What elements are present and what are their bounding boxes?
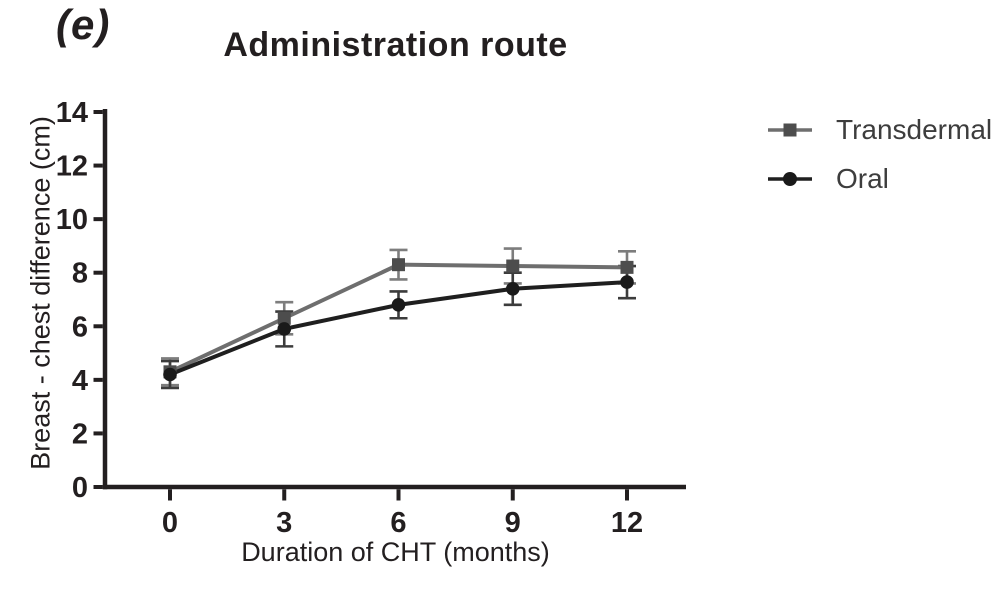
x-tick-label: 12 <box>611 507 643 539</box>
circle-marker <box>163 367 177 382</box>
x-tick-label: 9 <box>505 507 521 539</box>
circle-marker <box>620 275 634 289</box>
legend-marker-square-icon <box>768 123 812 137</box>
legend-item-transdermal: Transdermal <box>768 114 993 145</box>
x-ticks: 0 3 6 9 12 <box>162 489 643 539</box>
chart-title: Administration route <box>223 26 568 64</box>
square-marker <box>620 260 634 274</box>
y-tick-label: 12 <box>56 151 88 183</box>
legend-label-transdermal: Transdermal <box>836 114 993 145</box>
legend-marker-circle-icon <box>768 172 812 186</box>
square-marker <box>277 311 291 325</box>
circle-marker <box>505 281 520 296</box>
y-tick-label: 4 <box>72 365 88 397</box>
x-tick-label: 6 <box>390 507 406 539</box>
y-tick-label: 8 <box>72 258 88 290</box>
panel-label: (e) <box>56 1 111 48</box>
circle-marker <box>277 322 292 336</box>
legend-circle-marker <box>783 172 797 186</box>
x-axis-label: Duration of CHT (months) <box>241 537 550 567</box>
y-tick-label: 0 <box>72 472 88 504</box>
y-tick-label: 6 <box>72 311 88 343</box>
x-tick-label: 3 <box>276 507 292 539</box>
y-tick-label: 14 <box>56 97 88 129</box>
y-tick-label: 10 <box>56 204 88 236</box>
circle-marker <box>391 298 406 312</box>
square-marker <box>392 258 405 272</box>
legend: Transdermal Oral <box>768 114 993 194</box>
legend-label-oral: Oral <box>836 163 889 194</box>
y-tick-label: 2 <box>72 418 88 450</box>
series-markers-oral <box>163 275 634 382</box>
legend-item-oral: Oral <box>768 163 992 194</box>
square-marker <box>506 259 520 273</box>
legend-square-marker <box>783 123 797 137</box>
x-tick-label: 0 <box>162 507 178 539</box>
y-ticks: 0 2 4 6 8 10 12 14 <box>56 97 103 504</box>
